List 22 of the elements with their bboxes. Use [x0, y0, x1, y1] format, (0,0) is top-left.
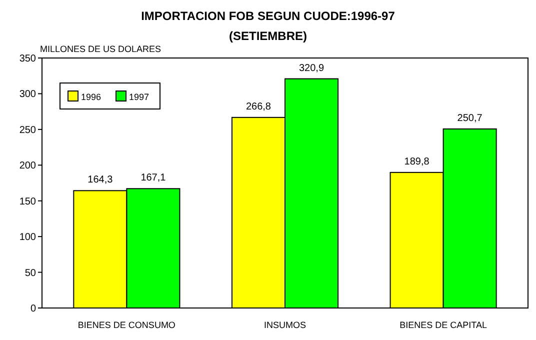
y-tick-label: 150: [19, 196, 36, 208]
data-label: 189,8: [404, 156, 430, 168]
data-label: 266,8: [246, 101, 272, 112]
legend-label: 1997: [129, 92, 150, 102]
chart-title: IMPORTACION FOB SEGUN CUODE:1996-97: [141, 9, 396, 23]
legend-label: 1996: [81, 92, 102, 102]
x-tick-label: BIENES DE CAPITAL: [400, 320, 487, 330]
y-tick-label: 250: [19, 124, 36, 136]
y-tick-label: 50: [24, 268, 36, 279]
data-label: 320,9: [299, 62, 324, 74]
y-tick-label: 0: [30, 304, 36, 314]
x-tick-label: BIENES DE CONSUMO: [78, 320, 176, 330]
data-label: 250,7: [457, 112, 483, 124]
data-label: 167,1: [140, 172, 166, 184]
y-tick-label: 200: [19, 160, 36, 172]
chart-subtitle: (SETIEMBRE): [229, 29, 308, 43]
y-tick-label: 100: [19, 232, 36, 244]
y-tick-label: 300: [19, 89, 36, 100]
y-tick-label: 350: [19, 54, 36, 64]
x-tick-label: INSUMOS: [264, 320, 306, 330]
data-label: 164,3: [88, 174, 114, 186]
y-axis-title: MILLONES DE US DOLARES: [40, 44, 162, 54]
